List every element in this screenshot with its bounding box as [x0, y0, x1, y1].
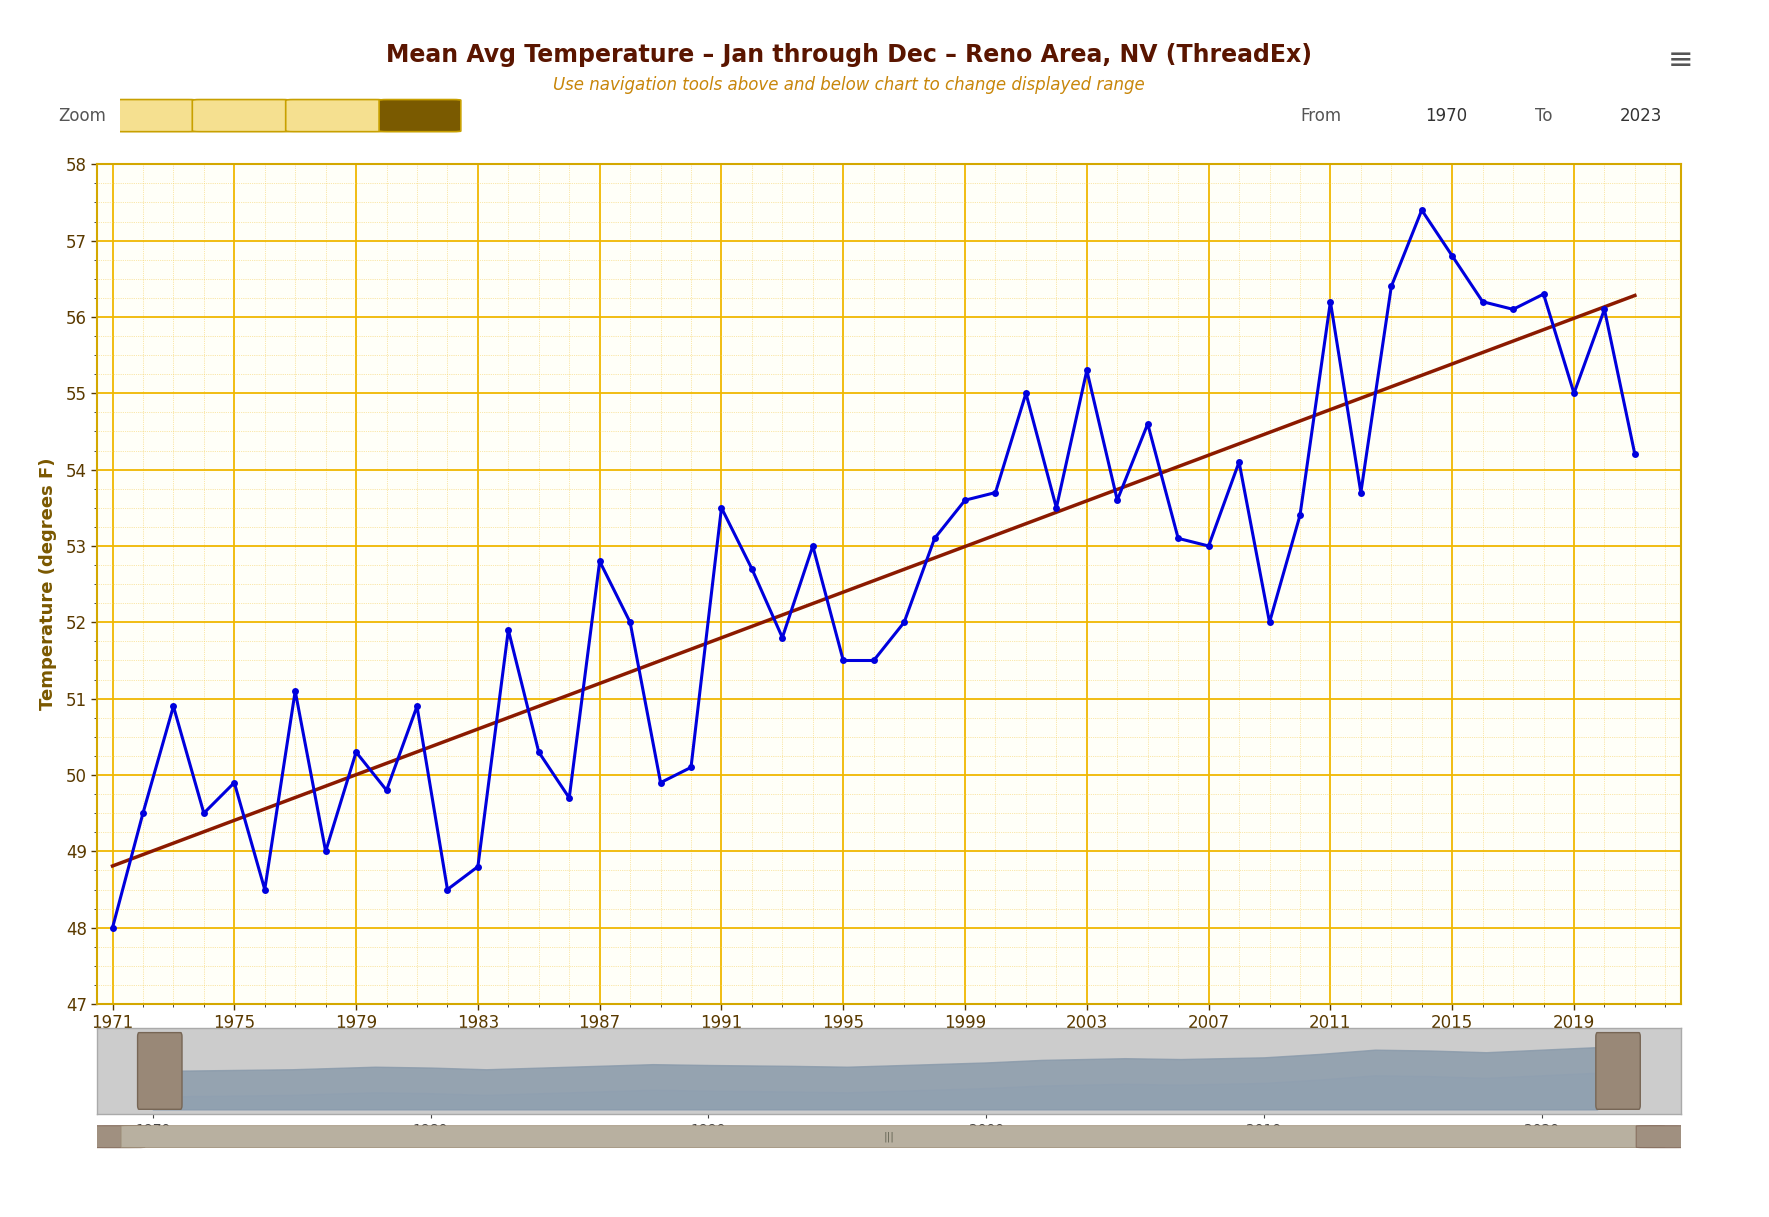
Text: 1 yr: 1 yr: [138, 108, 172, 123]
Text: 1970: 1970: [1426, 107, 1467, 124]
Text: 30 yrs: 30 yrs: [308, 108, 361, 123]
FancyBboxPatch shape: [193, 100, 290, 131]
Text: To: To: [1535, 107, 1553, 124]
FancyBboxPatch shape: [1596, 1032, 1640, 1110]
Text: 10 yrs: 10 yrs: [214, 108, 267, 123]
FancyBboxPatch shape: [115, 100, 196, 131]
FancyBboxPatch shape: [287, 100, 384, 131]
Text: From: From: [1300, 107, 1341, 124]
FancyBboxPatch shape: [120, 1126, 1665, 1148]
Text: Zoom: Zoom: [58, 107, 106, 124]
FancyBboxPatch shape: [138, 1032, 182, 1110]
Text: Mean Avg Temperature – Jan through Dec – Reno Area, NV (ThreadEx): Mean Avg Temperature – Jan through Dec –…: [386, 43, 1313, 67]
FancyBboxPatch shape: [90, 1126, 145, 1148]
Text: All: All: [409, 108, 432, 123]
Text: |||: |||: [883, 1132, 895, 1142]
FancyBboxPatch shape: [379, 100, 462, 131]
Text: 2023: 2023: [1620, 107, 1661, 124]
Text: ≡: ≡: [1668, 46, 1693, 75]
Text: Use navigation tools above and below chart to change displayed range: Use navigation tools above and below cha…: [554, 77, 1145, 94]
Y-axis label: Temperature (degrees F): Temperature (degrees F): [39, 458, 57, 711]
FancyBboxPatch shape: [1636, 1126, 1691, 1148]
